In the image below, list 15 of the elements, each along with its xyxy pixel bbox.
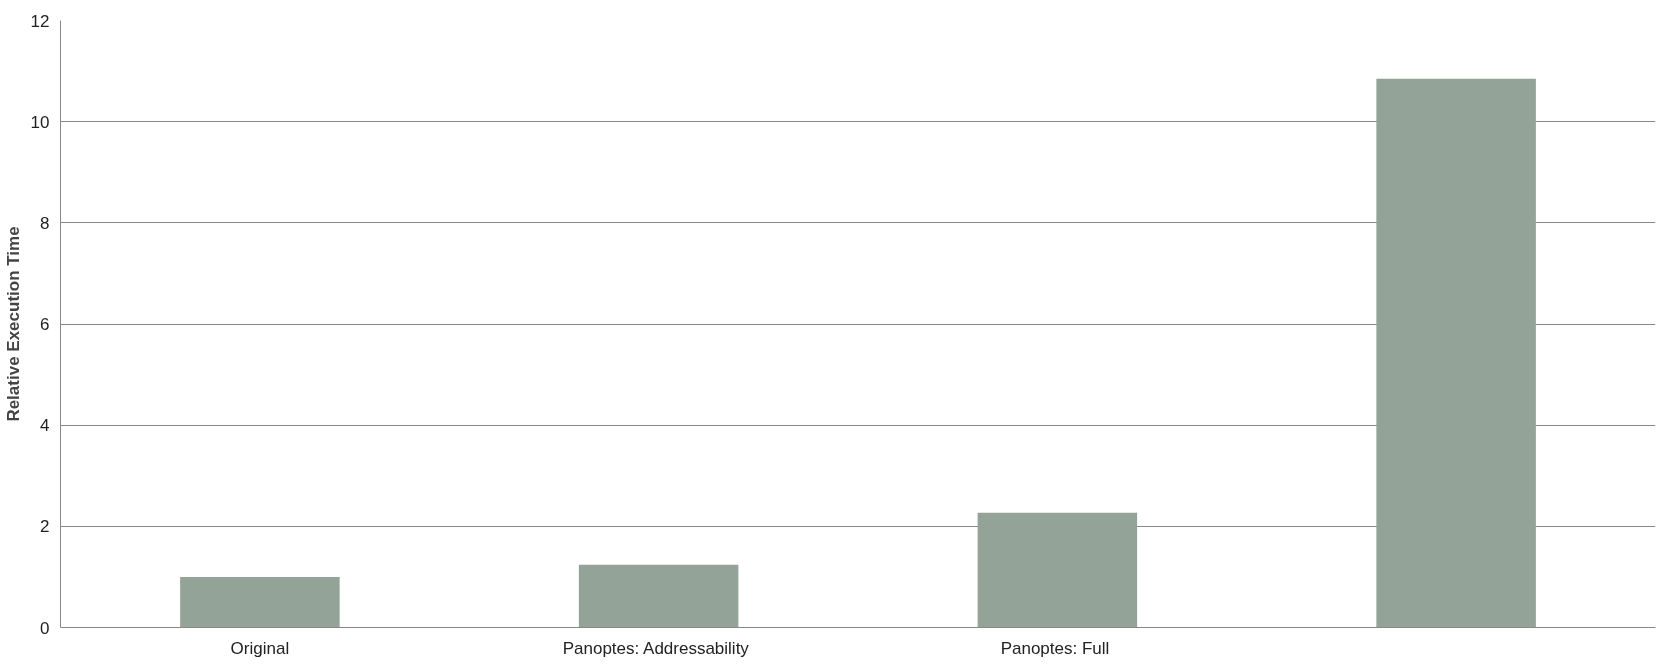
y-axis-title: Relative Execution Time [3, 226, 23, 422]
y-tick-label: 0 [40, 618, 50, 638]
bar [1376, 78, 1536, 628]
bar [578, 564, 739, 628]
bar [180, 576, 340, 628]
y-tick-label: 6 [40, 315, 50, 334]
bar [977, 512, 1138, 628]
y-tick-label: 4 [40, 416, 50, 436]
x-tick-label: Panoptes: Addressability [562, 638, 750, 658]
y-tick-label: 2 [40, 517, 50, 537]
x-tick-label: Panoptes: Full [1000, 638, 1110, 658]
y-tick-label: 12 [30, 11, 50, 31]
y-tick-label: 10 [30, 112, 50, 132]
x-tick-label: Original [230, 638, 290, 658]
y-tick-label: 8 [40, 213, 50, 233]
